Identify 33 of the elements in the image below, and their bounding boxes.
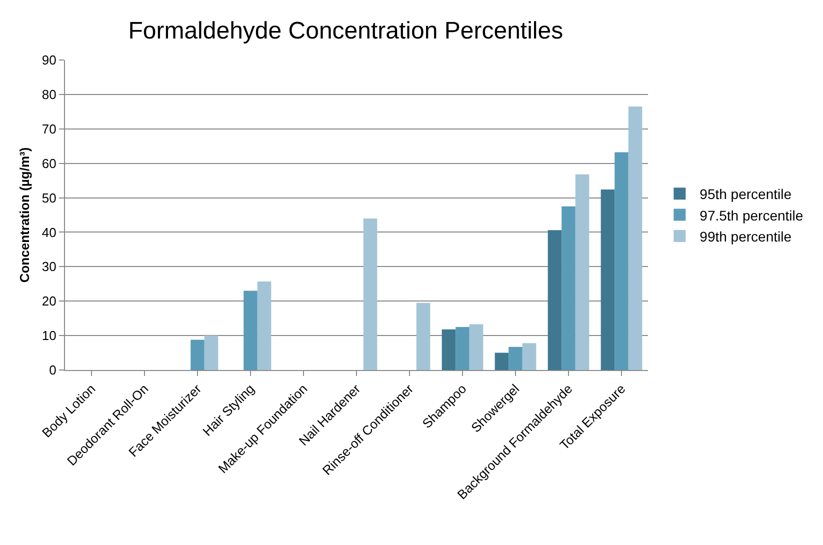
bar (190, 340, 204, 370)
legend-label: 99th percentile (700, 228, 792, 244)
bar (600, 190, 615, 370)
bar (575, 174, 590, 370)
y-tick-label: 50 (42, 190, 56, 206)
bar (442, 329, 456, 370)
bar (494, 352, 509, 370)
bar (562, 206, 576, 370)
y-tick-label: 0 (49, 362, 56, 378)
bar (628, 106, 642, 370)
y-tick-label: 30 (42, 259, 56, 274)
y-axis-title: Concentration (µg/m³) (17, 147, 32, 283)
bar (363, 218, 378, 370)
y-tick-label: 90 (42, 52, 56, 68)
bar (204, 336, 218, 370)
legend-label: 97.5th percentile (700, 207, 804, 224)
y-tick-label: 60 (42, 156, 56, 171)
bar (244, 290, 258, 370)
y-tick-label: 70 (42, 121, 56, 136)
bar (614, 152, 628, 370)
bar (257, 281, 272, 370)
bar (522, 343, 536, 370)
chart-title: Formaldehyde Concentration Percentiles (128, 18, 564, 45)
y-tick-label: 10 (42, 328, 56, 344)
bar (508, 346, 522, 370)
y-tick-label: 80 (42, 86, 56, 102)
y-tick-label: 40 (42, 224, 56, 240)
y-tick-label: 20 (42, 294, 56, 309)
bar (469, 324, 484, 370)
bar (456, 326, 470, 370)
bar (416, 302, 430, 370)
bar (548, 230, 562, 370)
legend-label: 95th percentile (700, 186, 792, 202)
